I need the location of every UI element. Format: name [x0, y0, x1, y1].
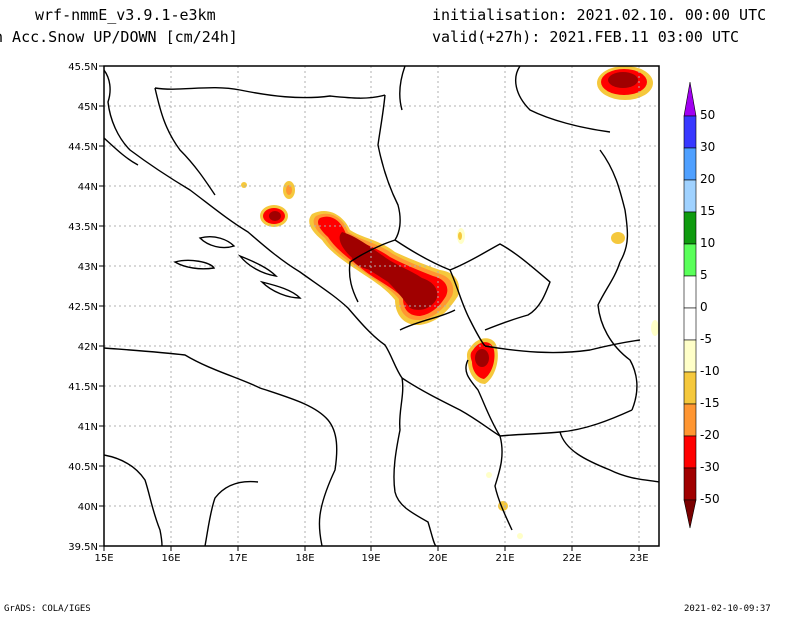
lat-label: 40.5N — [68, 462, 98, 473]
colorbar-label: 30 — [700, 140, 715, 154]
lat-label: 45N — [78, 102, 98, 113]
colorbar-label: 20 — [700, 172, 715, 186]
lon-label: 20E — [428, 553, 447, 564]
model-title: wrf-nmmE_v3.9.1-e3km — [35, 6, 216, 24]
colorbar-label: -15 — [700, 396, 720, 410]
colorbar-label: 10 — [700, 236, 715, 250]
colorbar-label: 0 — [700, 300, 708, 314]
lon-labels: 15E 16E 17E 18E 19E 20E 21E 22E 23E — [94, 553, 648, 564]
lat-label: 44.5N — [68, 142, 98, 153]
lat-label: 44N — [78, 182, 98, 193]
colorbar-label: 5 — [700, 268, 708, 282]
lat-labels: 45.5N 45N 44.5N 44N 43.5N 43N 42.5N 42N … — [68, 62, 98, 553]
colorbar-label: -20 — [700, 428, 720, 442]
lon-label: 17E — [228, 553, 247, 564]
colorbar-swatch — [683, 371, 697, 405]
snow-field — [241, 66, 659, 539]
lon-label: 23E — [629, 553, 648, 564]
snow-spot-macedonia — [466, 338, 498, 384]
colorbar-labels: 50 30 20 15 10 5 0 -5 -10 -15 -20 -30 -5… — [700, 108, 720, 506]
lon-label: 16E — [161, 553, 180, 564]
colorbar-swatch — [683, 403, 697, 437]
colorbar-swatch — [683, 147, 697, 181]
colorbar-arrow-top — [683, 81, 697, 117]
colorbar-swatch — [683, 211, 697, 245]
colorbar-swatch — [683, 275, 697, 309]
colorbar-swatch — [683, 115, 697, 149]
colorbar-label: -10 — [700, 364, 720, 378]
lat-label: 43.5N — [68, 222, 98, 233]
footer-timestamp: 2021-02-10-09:37 — [684, 604, 771, 614]
colorbar-swatch — [683, 307, 697, 341]
lat-label: 40N — [78, 502, 98, 513]
field-title: n Acc.Snow UP/DOWN [cm/24h] — [0, 28, 238, 46]
lat-label: 42.5N — [68, 302, 98, 313]
lon-label: 18E — [295, 553, 314, 564]
lat-label: 41N — [78, 422, 98, 433]
colorbar-swatch — [683, 435, 697, 469]
lon-label: 21E — [495, 553, 514, 564]
lat-label: 41.5N — [68, 382, 98, 393]
init-time: initialisation: 2021.02.10. 00:00 UTC — [432, 6, 767, 24]
lon-label: 15E — [94, 553, 113, 564]
gridlines — [104, 66, 659, 546]
colorbar-label: 50 — [700, 108, 715, 122]
footer-credit: GrADS: COLA/IGES — [4, 604, 91, 614]
lon-label: 19E — [361, 553, 380, 564]
colorbar — [683, 81, 697, 529]
colorbar-swatch — [683, 179, 697, 213]
map-outlines — [104, 66, 659, 546]
snow-spot-croatia — [260, 205, 288, 227]
colorbar-label: -30 — [700, 460, 720, 474]
lat-label: 45.5N — [68, 62, 98, 73]
lat-label: 43N — [78, 262, 98, 273]
colorbar-label: -50 — [700, 492, 720, 506]
colorbar-label: -5 — [700, 332, 712, 346]
lon-label: 22E — [562, 553, 581, 564]
colorbar-label: 15 — [700, 204, 715, 218]
colorbar-swatch — [683, 243, 697, 277]
valid-time: valid(+27h): 2021.FEB.11 03:00 UTC — [432, 28, 740, 46]
snow-spot-romania — [597, 66, 653, 100]
lat-label: 39.5N — [68, 542, 98, 553]
snow-band-main — [309, 211, 460, 326]
lat-label: 42N — [78, 342, 98, 353]
colorbar-swatch — [683, 467, 697, 501]
tick-marks — [99, 65, 640, 551]
colorbar-arrow-bottom — [683, 499, 697, 529]
colorbar-swatch — [683, 339, 697, 373]
